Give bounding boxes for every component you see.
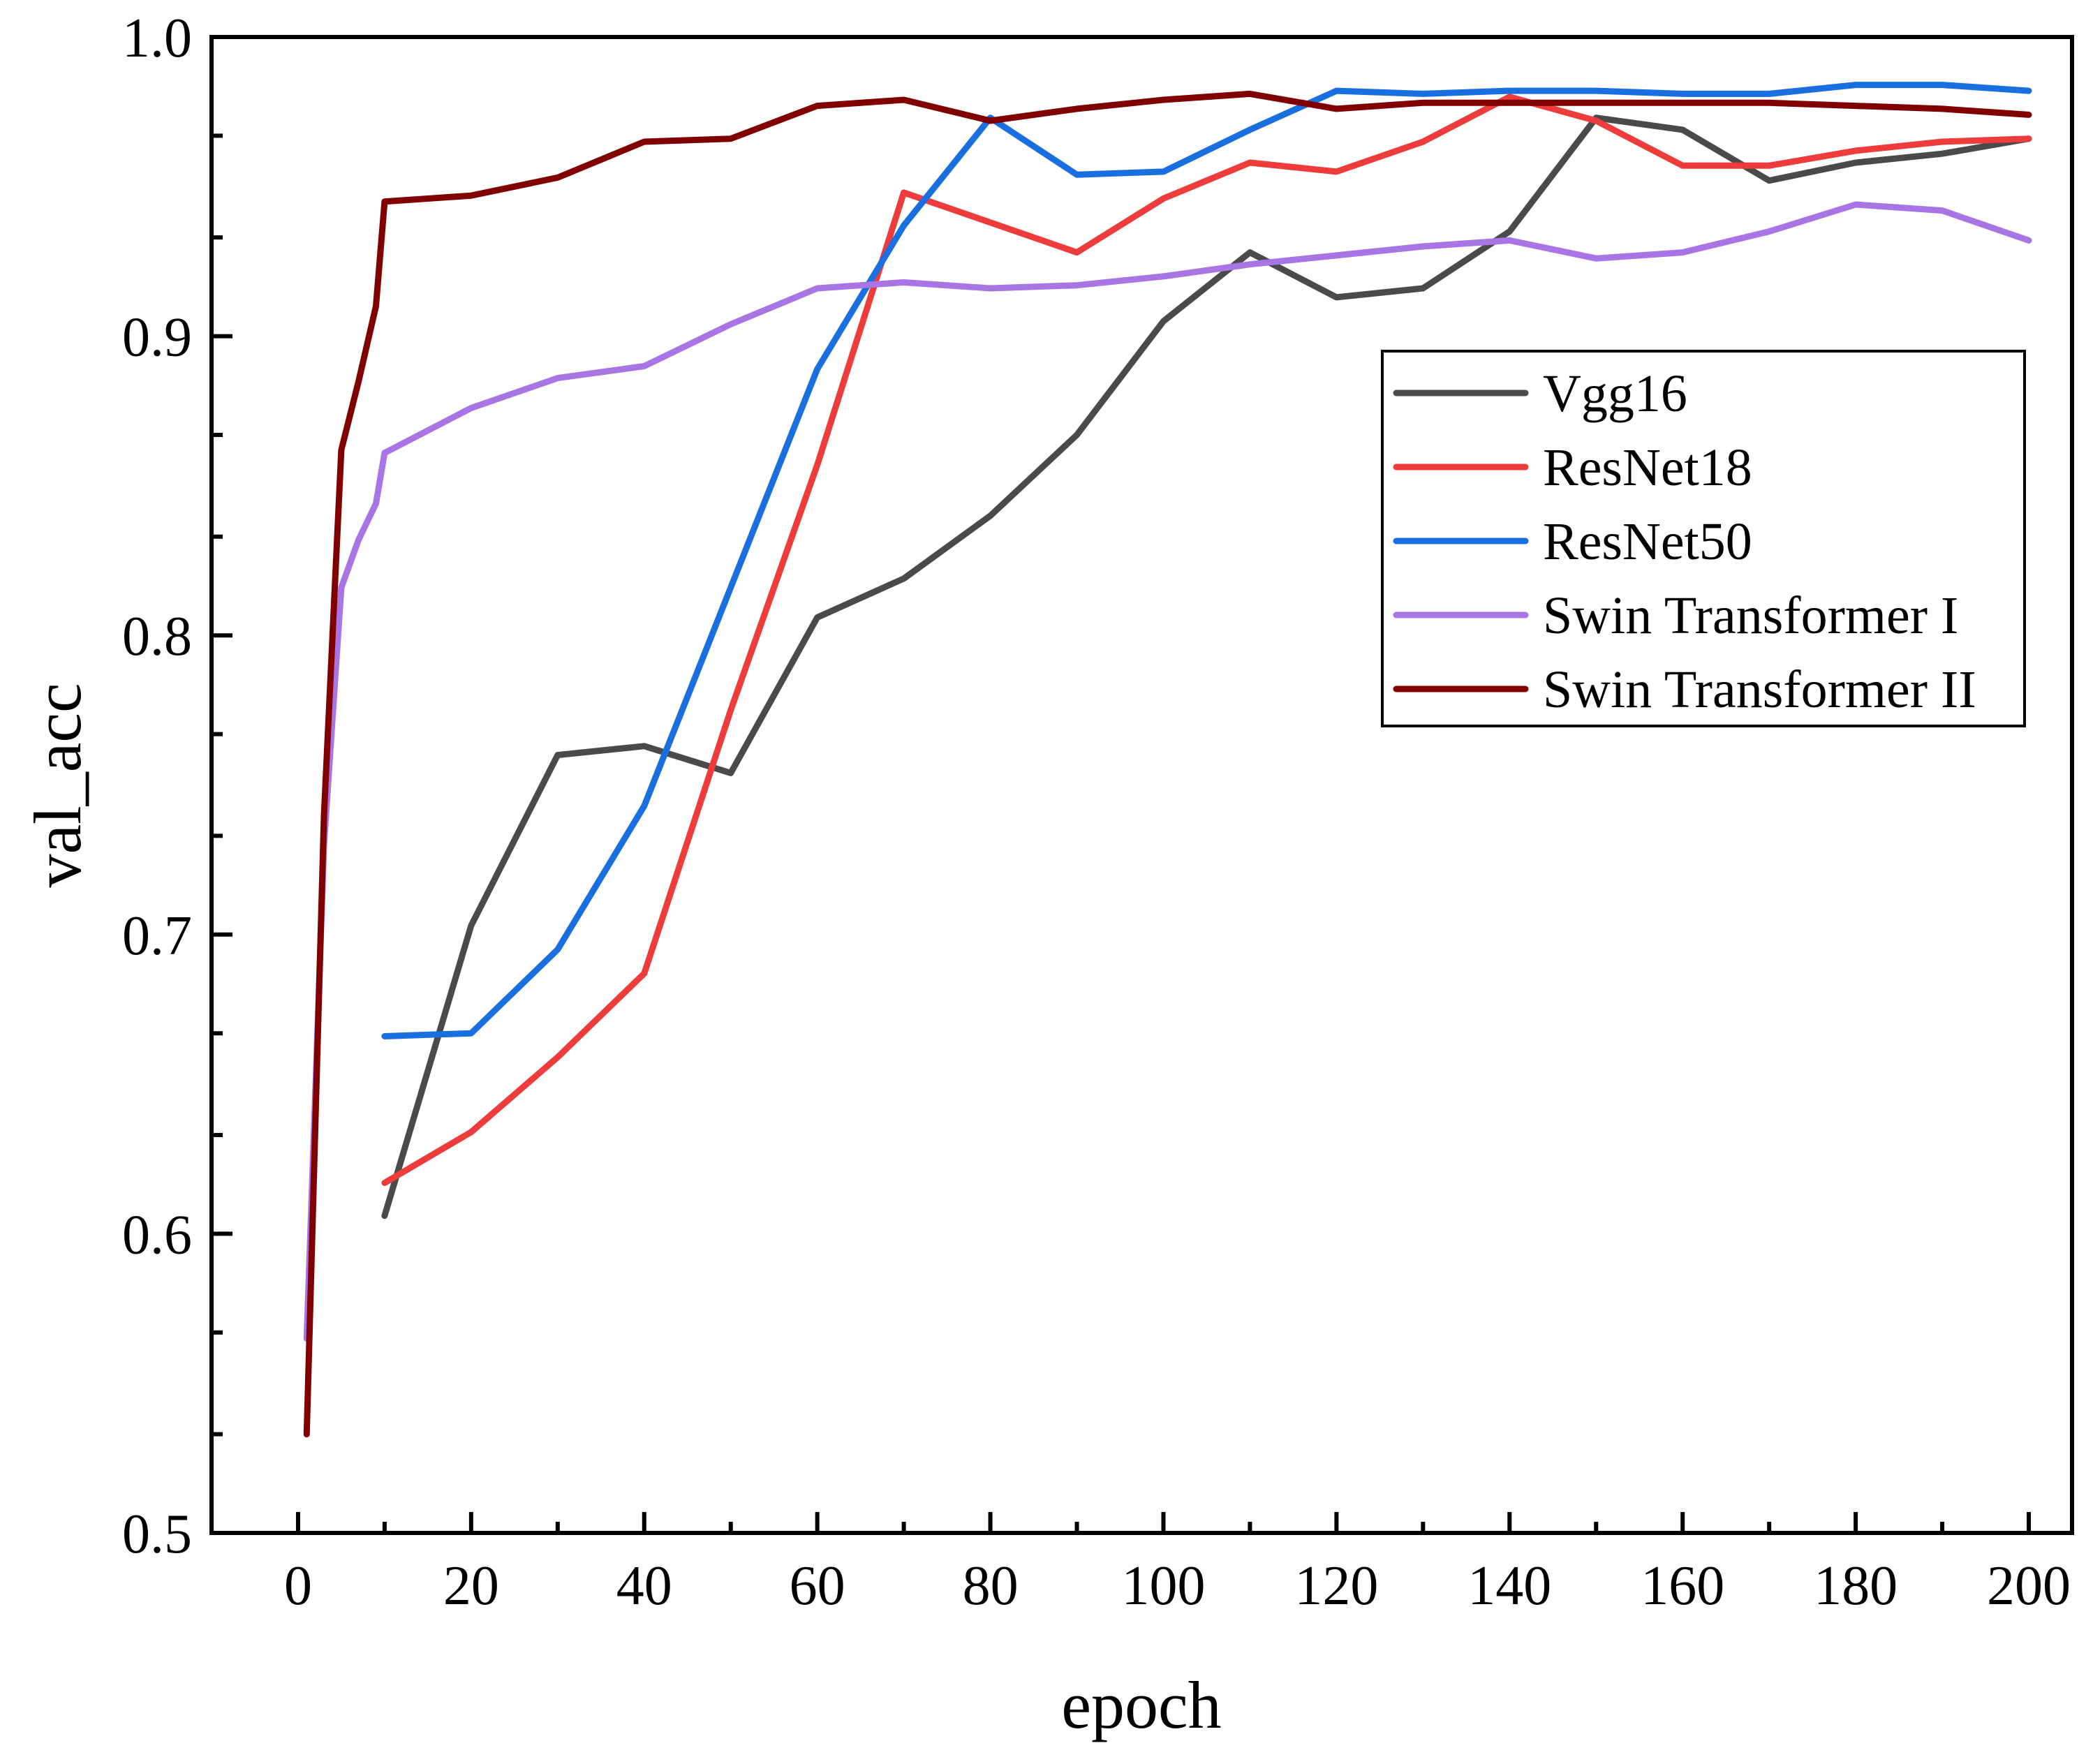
legend-label-vgg16: Vgg16 <box>1543 364 1687 423</box>
x-tick-label: 180 <box>1814 1555 1898 1617</box>
legend-label-resnet50: ResNet50 <box>1543 512 1752 571</box>
legend-box <box>1381 350 2026 727</box>
y-tick-label: 0.6 <box>122 1204 192 1266</box>
legend-label-swin-transformer-i: Swin Transformer I <box>1543 586 1958 645</box>
legend-label-resnet18: ResNet18 <box>1543 438 1752 497</box>
series-lines <box>303 82 2032 1438</box>
legend-label-swin-transformer-ii: Swin Transformer II <box>1543 660 1976 719</box>
x-tick-label: 100 <box>1121 1555 1205 1617</box>
x-axis-title: epoch <box>1061 1668 1221 1742</box>
x-tick-label: 20 <box>443 1555 499 1617</box>
x-tick-label: 60 <box>790 1555 845 1617</box>
series-line-vgg16 <box>381 114 2032 1220</box>
legend: Vgg16 ResNet18 ResNet50 Swin Transformer I S… <box>1381 350 2026 727</box>
y-tick-label: 0.5 <box>122 1504 192 1565</box>
x-tick-label: 0 <box>284 1555 312 1617</box>
x-tick-labels: 0 20 40 60 80 100 120 140 160 180 200 <box>284 1555 2071 1617</box>
x-tick-label: 120 <box>1294 1555 1378 1617</box>
y-tick-label: 0.7 <box>122 905 192 967</box>
y-tick-label: 0.9 <box>122 307 192 369</box>
plot-frame <box>209 35 2074 1535</box>
series-line-resnet18 <box>381 94 2032 1186</box>
x-tick-label: 40 <box>616 1555 672 1617</box>
series-line-swin-transformer-ii <box>303 90 2032 1438</box>
x-tick-label: 140 <box>1467 1555 1551 1617</box>
series-line-swin-transformer-i <box>303 201 2032 1342</box>
x-tick-label: 160 <box>1641 1555 1724 1617</box>
x-tick-label: 80 <box>963 1555 1019 1617</box>
y-axis-title: val_acc <box>20 683 95 887</box>
axis-ticks <box>212 35 2032 1535</box>
y-tick-labels: 0.5 0.6 0.7 0.8 0.9 1.0 <box>122 8 192 1565</box>
series-line-resnet50 <box>381 82 2032 1039</box>
y-tick-label: 0.8 <box>122 606 192 667</box>
y-tick-label: 1.0 <box>122 8 192 69</box>
x-tick-label: 200 <box>1987 1555 2071 1617</box>
